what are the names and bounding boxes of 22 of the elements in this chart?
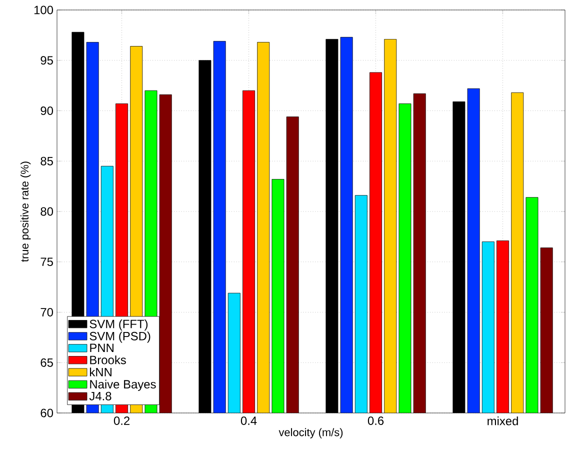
y-tick-label: 100	[34, 6, 54, 14]
x-axis-title: velocity (m/s)	[278, 428, 343, 438]
legend-label: PNN	[90, 344, 114, 352]
x-tick-label: 0.6	[368, 416, 384, 425]
x-tick-label: mixed	[488, 416, 518, 426]
legend-label: Naive Bayes	[90, 380, 156, 391]
legend-label: J4.8	[89, 392, 112, 400]
y-tick-label: 70	[40, 308, 54, 316]
y-tick-label: 60	[40, 408, 54, 418]
y-tick-label: 85	[40, 156, 53, 166]
y-tick-label: 65	[40, 358, 53, 367]
legend-label: kNN	[90, 368, 112, 376]
x-tick-label: 0.4	[240, 416, 257, 425]
legend-label: Brooks	[90, 355, 126, 364]
legend-label: SVM (PSD)	[90, 332, 150, 343]
y-tick-label: 90	[40, 106, 54, 115]
y-tick-label: 75	[40, 258, 53, 266]
legend-label: SVM (FFT)	[90, 319, 148, 331]
x-tick-label: 0.2	[114, 416, 130, 425]
y-tick-label: 95	[40, 56, 53, 65]
y-axis-title: true positive rate (%)	[20, 162, 31, 262]
y-tick-label: 80	[40, 207, 54, 216]
